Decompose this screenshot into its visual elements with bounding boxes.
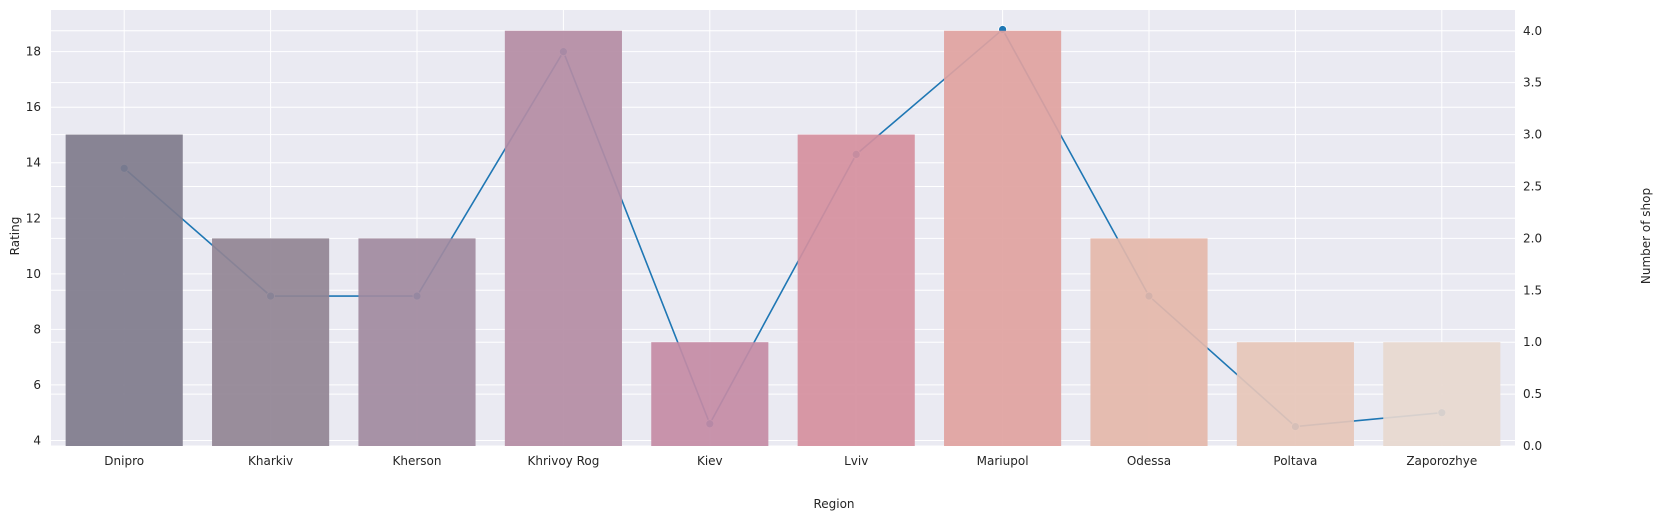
y-tick-label-right: 3.5 xyxy=(1523,76,1542,90)
x-tick-label: Kiev xyxy=(697,454,723,468)
bar xyxy=(797,134,915,447)
y-tick-label-right: 0.5 xyxy=(1523,387,1542,401)
bars xyxy=(65,30,1501,447)
x-axis: Dnipro Kharkiv Kherson Khrivoy Rog Kiev Lviv M… xyxy=(104,454,1477,468)
y-tick-label-right: 2.0 xyxy=(1523,231,1542,245)
y-tick-label-left: 8 xyxy=(33,322,41,336)
y-tick-label-left: 6 xyxy=(33,378,41,392)
x-tick-label: Khrivoy Rog xyxy=(527,454,599,468)
y-axis-right: 0.0 0.5 1.0 1.5 2.0 2.5 3.0 3.5 4.0 xyxy=(1523,24,1542,453)
x-tick-label: Dnipro xyxy=(104,454,144,468)
y-tick-label-left: 10 xyxy=(26,267,41,281)
y-axis-title-right: Number of shop xyxy=(1639,188,1653,284)
x-tick-label: Zaporozhye xyxy=(1406,454,1477,468)
y-tick-label-right: 4.0 xyxy=(1523,24,1542,38)
x-tick-label: Poltava xyxy=(1273,454,1317,468)
y-tick-label-left: 4 xyxy=(33,433,41,447)
y-tick-label-left: 12 xyxy=(26,211,41,225)
bar xyxy=(65,134,183,447)
x-tick-label: Odessa xyxy=(1127,454,1171,468)
bar xyxy=(944,30,1062,447)
bar xyxy=(358,238,476,446)
bar xyxy=(212,238,330,446)
x-tick-label: Kherson xyxy=(393,454,442,468)
y-axis-title-left: Rating xyxy=(8,217,22,256)
x-tick-label: Mariupol xyxy=(977,454,1029,468)
bar xyxy=(504,30,622,447)
y-tick-label-right: 1.5 xyxy=(1523,283,1542,297)
y-tick-label-right: 2.5 xyxy=(1523,179,1542,193)
y-tick-label-left: 14 xyxy=(26,156,41,170)
y-tick-label-right: 3.0 xyxy=(1523,128,1542,142)
x-axis-title: Region xyxy=(813,497,854,511)
y-tick-label-left: 16 xyxy=(26,100,41,114)
line-series-path xyxy=(123,28,1442,428)
bar xyxy=(651,342,769,446)
y-tick-label-left: 18 xyxy=(26,45,41,59)
x-tick-label: Kharkiv xyxy=(248,454,293,468)
y-tick-label-right: 0.0 xyxy=(1523,439,1542,453)
bar xyxy=(1383,342,1501,446)
x-tick-label: Lviv xyxy=(844,454,868,468)
y-tick-label-right: 1.0 xyxy=(1523,335,1542,349)
bar xyxy=(1236,342,1354,446)
y-axis-left: 4 6 8 10 12 14 16 18 xyxy=(26,45,41,448)
bar xyxy=(1090,238,1208,446)
